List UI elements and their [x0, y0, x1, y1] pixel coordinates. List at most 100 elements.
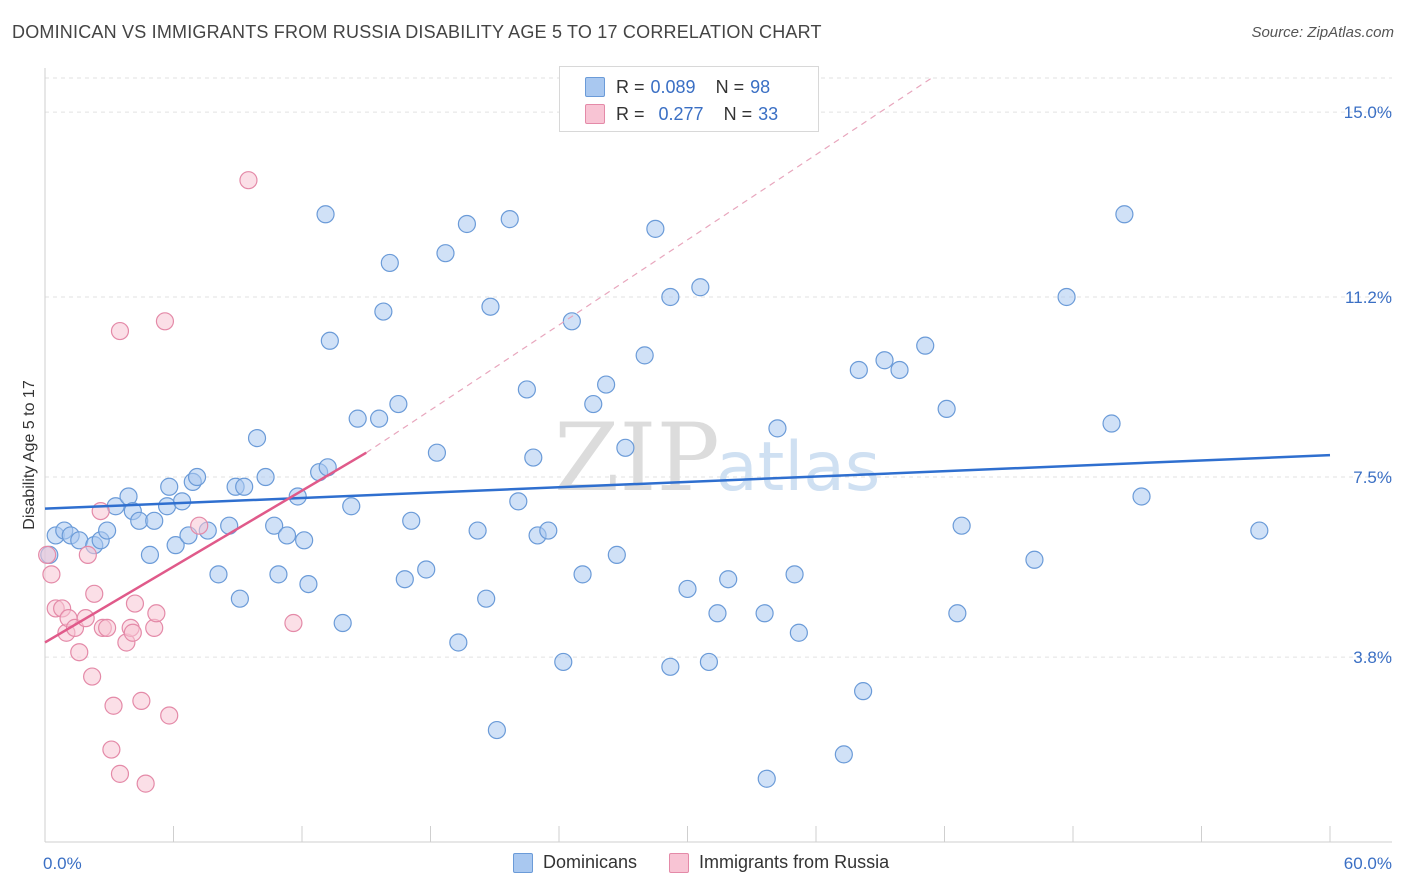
dominicans-point: [288, 487, 307, 506]
bottom-swatch-dominicans: [513, 852, 533, 873]
russia-point: [190, 516, 209, 535]
axes: [44, 68, 1392, 843]
dominicans-point: [230, 589, 249, 608]
bottom-legend-russia: Immigrants from Russia: [669, 852, 889, 873]
legend-n-label: N =: [715, 76, 745, 97]
trend-lines: [44, 77, 1331, 644]
russia-point: [125, 594, 145, 613]
dominicans-point: [374, 302, 393, 321]
dominicans-point: [342, 497, 361, 516]
dominicans-point: [691, 278, 710, 297]
dominicans-point: [708, 604, 727, 623]
dominicans-point: [607, 545, 626, 564]
dominicans-point: [256, 467, 275, 487]
y-tick-label: 11.2%: [1345, 288, 1392, 307]
dominicans-point: [952, 516, 971, 535]
russia-point: [239, 171, 258, 190]
dominicans-point: [509, 492, 528, 511]
dominicans-point: [402, 511, 421, 530]
dominicans-point: [854, 682, 873, 701]
dominicans-point: [755, 604, 774, 623]
dominicans-point: [265, 516, 284, 535]
dominicans-point: [370, 409, 389, 428]
legend-swatch-russia: [585, 104, 605, 124]
dominicans-point: [1250, 521, 1269, 540]
dominicans-point: [661, 287, 680, 307]
source-label: Source: ZipAtlas.com: [1251, 24, 1394, 41]
legend-row-dominicans: R = 0.089 N = 98: [585, 75, 771, 99]
dominicans-point: [247, 429, 267, 448]
dominicans-point: [757, 769, 776, 788]
dominicans-point: [299, 574, 318, 594]
bottom-legend-label: Immigrants from Russia: [699, 852, 890, 872]
dominicans-point: [235, 477, 254, 496]
dominicans-point: [481, 297, 500, 316]
legend-n-value: 33: [758, 103, 779, 124]
dominicans-point: [890, 360, 909, 380]
dominicans-point: [785, 565, 804, 584]
dominicans-point: [699, 652, 719, 672]
dominicans-point: [584, 394, 603, 414]
bottom-legend: Dominicans Immigrants from Russia: [513, 852, 921, 873]
russia-point: [104, 696, 123, 715]
bottom-swatch-russia: [669, 852, 690, 873]
legend-r-label: R =: [616, 103, 645, 124]
dominicans-point: [554, 652, 573, 672]
dominicans-point: [316, 205, 335, 224]
legend-r-value: 0.089: [650, 76, 696, 97]
dominicans-point: [449, 633, 468, 652]
dominicans-point: [948, 604, 967, 623]
legend-n-value: 98: [750, 76, 771, 97]
watermark: ZIP atlas: [554, 404, 880, 513]
dominicans-point: [719, 570, 738, 589]
dominicans-point: [875, 351, 894, 370]
dominicans-point: [277, 526, 297, 545]
dominicans-point: [140, 545, 160, 564]
russia-point: [83, 667, 102, 686]
dominicans-point: [616, 438, 635, 457]
dominicans-point: [417, 560, 436, 579]
legend-row-russia: R = 0.277 N = 33: [585, 102, 779, 126]
dominicans-point: [209, 565, 228, 584]
dominicans-point: [157, 497, 177, 516]
russia-point: [78, 545, 97, 564]
dominicans-point: [1057, 287, 1076, 307]
dominicans-point: [1025, 550, 1044, 569]
dominicans-point: [597, 375, 616, 394]
bottom-legend-dominicans: Dominicans: [513, 852, 637, 873]
russia-point: [147, 604, 166, 623]
dominicans-point: [172, 492, 192, 511]
dominicans-point: [849, 360, 868, 380]
y-axis-title: Disability Age 5 to 17: [21, 380, 38, 530]
dominicans-point: [436, 244, 455, 263]
dominicans-point: [524, 448, 543, 467]
dominicans-point: [562, 312, 581, 331]
dominicans-point: [380, 253, 399, 273]
russia-point: [160, 706, 179, 725]
legend-r-value: 0.277: [658, 103, 704, 124]
y-tick-label: 15.0%: [1344, 103, 1392, 122]
legend-r-label: R =: [616, 76, 645, 97]
dominicans-point: [145, 511, 164, 530]
dominicans-point: [1115, 205, 1134, 224]
dominicans-point: [477, 589, 496, 608]
russia-point: [132, 691, 151, 710]
dominicans-point: [937, 399, 956, 419]
dominicans-point: [348, 409, 367, 428]
grid-lines: [45, 77, 1392, 658]
x-tick-label: 60.0%: [1344, 854, 1392, 873]
russia-point: [136, 774, 155, 793]
dominicans-point: [166, 536, 185, 555]
dominicans-point: [269, 565, 288, 584]
dominicans-point: [160, 477, 179, 496]
tick-labels: 3.8% 7.5% 11.2% 15.0% 0.0% 60.0%: [43, 103, 1392, 873]
russia-point: [102, 740, 121, 759]
dominicans-point: [295, 531, 314, 550]
dominicans-point: [333, 613, 352, 633]
dominicans-point: [500, 210, 519, 229]
russia-trend-extension: [365, 77, 932, 454]
russia-point: [110, 764, 130, 783]
dominicans-point: [1132, 487, 1151, 506]
legend-swatch-dominicans: [585, 77, 605, 97]
dominicans-point: [517, 380, 536, 399]
